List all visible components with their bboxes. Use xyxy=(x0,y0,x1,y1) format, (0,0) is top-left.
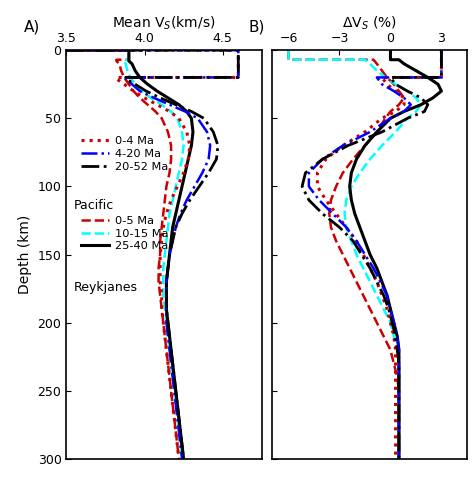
Text: Pacific: Pacific xyxy=(74,199,114,212)
Text: A): A) xyxy=(23,20,40,34)
Legend: 0-4 Ma, 4-20 Ma, 20-52 Ma: 0-4 Ma, 4-20 Ma, 20-52 Ma xyxy=(76,131,173,176)
Y-axis label: Depth (km): Depth (km) xyxy=(18,215,32,294)
Text: Reykjanes: Reykjanes xyxy=(74,281,138,294)
Text: B): B) xyxy=(248,20,264,34)
Title: ΔV$_S$ (%): ΔV$_S$ (%) xyxy=(342,15,397,33)
Title: Mean V$_S$(km/s): Mean V$_S$(km/s) xyxy=(112,15,216,33)
